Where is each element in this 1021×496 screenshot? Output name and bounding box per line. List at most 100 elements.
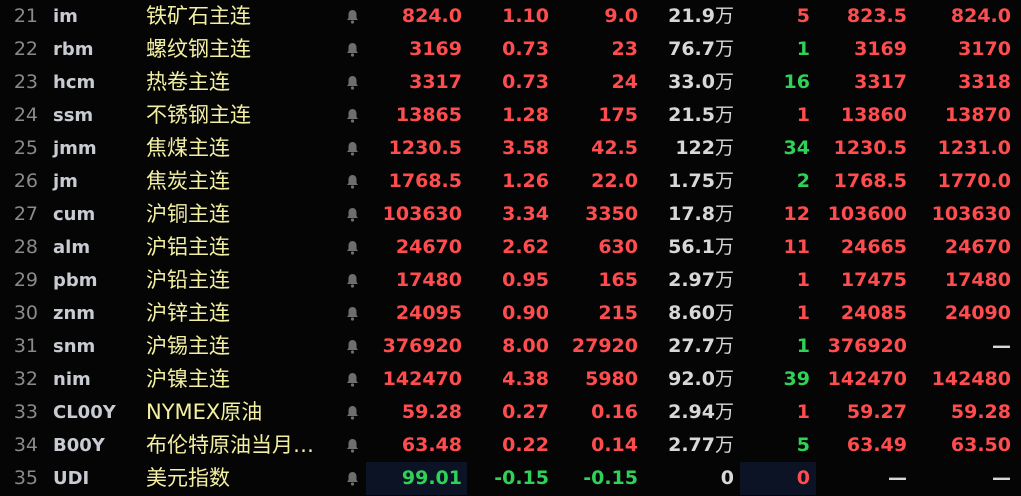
bid-price: 142470 — [827, 368, 907, 390]
volume-unit: 万 — [714, 269, 734, 291]
volume-value: 56.1 — [668, 236, 715, 258]
volume: 0 — [640, 462, 734, 495]
bell-icon[interactable] — [343, 363, 361, 396]
volume: 122万 — [640, 132, 734, 165]
last-price: 59.28 — [401, 401, 462, 423]
volume-unit: 万 — [714, 401, 734, 423]
table-row[interactable]: 28 alm 沪铝主连 24670 2.62 630 11 24665 24670 56.1万 — [0, 231, 1021, 264]
change-percent: 0.73 — [502, 71, 549, 93]
volume-value: 2.94 — [668, 401, 715, 423]
table-row[interactable]: 34 B00Y 布伦特原油当月… 63.48 0.22 0.14 5 63.49 63.50 2.… — [0, 429, 1021, 462]
table-row[interactable]: 22 rbm 螺纹钢主连 3169 0.73 23 1 3169 3170 76.7万 — [0, 33, 1021, 66]
table-row[interactable]: 27 cum 沪铜主连 103630 3.34 3350 12 103600 103630 17.… — [0, 198, 1021, 231]
current-quantity: 39 — [783, 368, 810, 390]
table-row[interactable]: 35 UDI 美元指数 99.01 -0.15 -0.15 0 — — 0 — [0, 462, 1021, 495]
change-percent: 1.28 — [502, 104, 549, 126]
current-quantity: 1 — [796, 302, 810, 324]
volume-unit: 万 — [714, 203, 734, 225]
bid-price: 17475 — [840, 269, 907, 291]
volume-value: 33.0 — [668, 71, 715, 93]
volume: 56.1万 — [640, 231, 734, 264]
volume: 2.97万 — [640, 264, 734, 297]
table-row[interactable]: 29 pbm 沪铅主连 17480 0.95 165 1 17475 17480 2.97万 — [0, 264, 1021, 297]
ask-price: 17480 — [944, 269, 1011, 291]
change-amount: -0.15 — [583, 467, 638, 489]
row-number: 23 — [13, 71, 38, 93]
bell-icon[interactable] — [343, 396, 361, 429]
volume-unit: 万 — [714, 38, 734, 60]
current-quantity: 0 — [740, 462, 816, 495]
symbol-code: cum — [53, 204, 96, 225]
bell-icon[interactable] — [343, 198, 361, 231]
change-percent: 3.58 — [502, 137, 549, 159]
current-quantity: 12 — [783, 203, 810, 225]
row-number: 25 — [13, 137, 38, 159]
instrument-name: 沪锌主连 — [146, 301, 230, 325]
change-amount: 5980 — [585, 368, 638, 390]
current-quantity: 16 — [783, 71, 810, 93]
last-price: 824.0 — [401, 5, 462, 27]
bell-icon[interactable] — [343, 231, 361, 264]
change-amount: 22.0 — [591, 170, 638, 192]
change-percent: 4.38 — [502, 368, 549, 390]
bell-icon[interactable] — [343, 429, 361, 462]
row-number: 33 — [13, 401, 38, 423]
ask-price: 3318 — [958, 71, 1011, 93]
row-number: 34 — [13, 434, 38, 456]
last-price: 99.01 — [366, 462, 467, 495]
current-quantity: 11 — [783, 236, 810, 258]
symbol-code: nim — [53, 369, 91, 390]
last-price: 63.48 — [401, 434, 462, 456]
instrument-name: 螺纹钢主连 — [146, 37, 251, 61]
row-number: 30 — [13, 302, 38, 324]
ask-price: 103630 — [931, 203, 1011, 225]
row-number: 24 — [13, 104, 38, 126]
table-row[interactable]: 33 CL00Y NYMEX原油 59.28 0.27 0.16 1 59.27 59.28 2.… — [0, 396, 1021, 429]
volume: 2.94万 — [640, 396, 734, 429]
table-row[interactable]: 26 jm 焦炭主连 1768.5 1.26 22.0 2 1768.5 1770.0 1.75万 — [0, 165, 1021, 198]
bell-icon[interactable] — [343, 462, 361, 495]
change-amount: 215 — [598, 302, 638, 324]
table-row[interactable]: 30 znm 沪锌主连 24095 0.90 215 1 24085 24090 8.60万 — [0, 297, 1021, 330]
bell-icon[interactable] — [343, 330, 361, 363]
bell-icon[interactable] — [343, 99, 361, 132]
volume: 21.5万 — [640, 99, 734, 132]
change-percent: 0.27 — [502, 401, 549, 423]
volume-unit: 万 — [714, 302, 734, 324]
change-amount: 27920 — [571, 335, 638, 357]
ask-price: 3170 — [958, 38, 1011, 60]
current-quantity: 1 — [796, 401, 810, 423]
change-amount: 0.16 — [591, 401, 638, 423]
row-number: 21 — [13, 5, 38, 27]
change-percent: 0.22 — [502, 434, 549, 456]
table-row[interactable]: 31 snm 沪锡主连 376920 8.00 27920 1 376920 — 27.7万 — [0, 330, 1021, 363]
table-row[interactable]: 23 hcm 热卷主连 3317 0.73 24 16 3317 3318 33.0万 — [0, 66, 1021, 99]
table-row[interactable]: 25 jmm 焦煤主连 1230.5 3.58 42.5 34 1230.5 1231.0 122… — [0, 132, 1021, 165]
change-amount: 42.5 — [591, 137, 638, 159]
bell-icon[interactable] — [343, 297, 361, 330]
symbol-code: rbm — [53, 39, 94, 60]
table-row[interactable]: 32 nim 沪镍主连 142470 4.38 5980 39 142470 142480 92.… — [0, 363, 1021, 396]
row-number: 31 — [13, 335, 38, 357]
change-amount: 630 — [598, 236, 638, 258]
volume-value: 0 — [720, 467, 734, 489]
table-row[interactable]: 21 im 铁矿石主连 824.0 1.10 9.0 5 823.5 824.0 21.9万 — [0, 0, 1021, 33]
volume-value: 21.9 — [668, 5, 715, 27]
instrument-name: 布伦特原油当月… — [146, 433, 314, 457]
bid-price: 376920 — [827, 335, 907, 357]
bell-icon[interactable] — [343, 33, 361, 66]
bell-icon[interactable] — [343, 132, 361, 165]
ask-price: 13870 — [944, 104, 1011, 126]
volume-unit: 万 — [714, 137, 734, 159]
table-row[interactable]: 24 ssm 不锈钢主连 13865 1.28 175 1 13860 13870 21.5万 — [0, 99, 1021, 132]
bell-icon[interactable] — [343, 66, 361, 99]
symbol-code: ssm — [53, 105, 94, 126]
symbol-code: jm — [53, 171, 78, 192]
bid-price: 24085 — [840, 302, 907, 324]
current-quantity: 1 — [796, 38, 810, 60]
bell-icon[interactable] — [343, 0, 361, 33]
bell-icon[interactable] — [343, 264, 361, 297]
bell-icon[interactable] — [343, 165, 361, 198]
volume-unit: 万 — [714, 5, 734, 27]
change-amount: 0.14 — [591, 434, 638, 456]
